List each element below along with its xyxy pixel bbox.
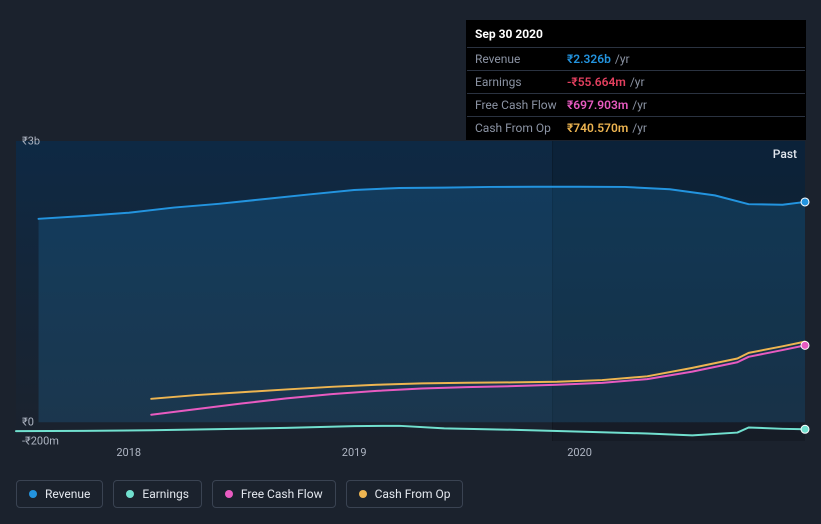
legend-label: Free Cash Flow <box>241 487 323 501</box>
y-tick-label: ₹0 <box>22 416 34 429</box>
y-tick-label: ₹3b <box>22 135 40 148</box>
chart-tooltip: Sep 30 2020 Revenue₹2.326b/yrEarnings-₹5… <box>466 20 806 140</box>
legend-item[interactable]: Free Cash Flow <box>212 480 336 508</box>
x-tick-label: 2018 <box>116 446 141 459</box>
tooltip-value: ₹740.570m <box>567 121 628 135</box>
tooltip-date: Sep 30 2020 <box>467 21 805 47</box>
tooltip-unit: /yr <box>632 98 647 112</box>
tooltip-row: Cash From Op₹740.570m/yr <box>467 116 805 139</box>
tooltip-unit: /yr <box>630 75 645 89</box>
x-tick-label: 2019 <box>342 446 367 459</box>
legend-swatch <box>359 490 367 498</box>
tooltip-value: ₹697.903m <box>567 98 628 112</box>
legend-swatch <box>225 490 233 498</box>
tooltip-label: Free Cash Flow <box>475 98 567 112</box>
tooltip-label: Cash From Op <box>475 121 567 135</box>
financials-chart[interactable]: Past ₹3b₹0-₹200m <box>16 141 805 441</box>
tooltip-row: Earnings-₹55.664m/yr <box>467 70 805 93</box>
x-axis: 2018 2019 2020 <box>16 446 805 466</box>
legend-item[interactable]: Earnings <box>113 480 202 508</box>
tooltip-row: Free Cash Flow₹697.903m/yr <box>467 93 805 116</box>
tooltip-unit: /yr <box>615 52 630 66</box>
legend-label: Revenue <box>45 487 90 501</box>
legend-item[interactable]: Cash From Op <box>346 480 464 508</box>
legend-swatch <box>126 490 134 498</box>
tooltip-label: Revenue <box>475 52 567 66</box>
legend-label: Cash From Op <box>375 487 451 501</box>
x-tick-label: 2020 <box>567 446 592 459</box>
past-label: Past <box>773 147 797 161</box>
tooltip-row: Revenue₹2.326b/yr <box>467 47 805 70</box>
legend-swatch <box>29 490 37 498</box>
legend-label: Earnings <box>142 487 189 501</box>
chart-legend: Revenue Earnings Free Cash Flow Cash From O… <box>16 480 463 508</box>
legend-item[interactable]: Revenue <box>16 480 103 508</box>
tooltip-unit: /yr <box>632 121 647 135</box>
tooltip-value: ₹2.326b <box>567 52 611 66</box>
tooltip-label: Earnings <box>475 75 567 89</box>
tooltip-value: -₹55.664m <box>567 75 626 89</box>
